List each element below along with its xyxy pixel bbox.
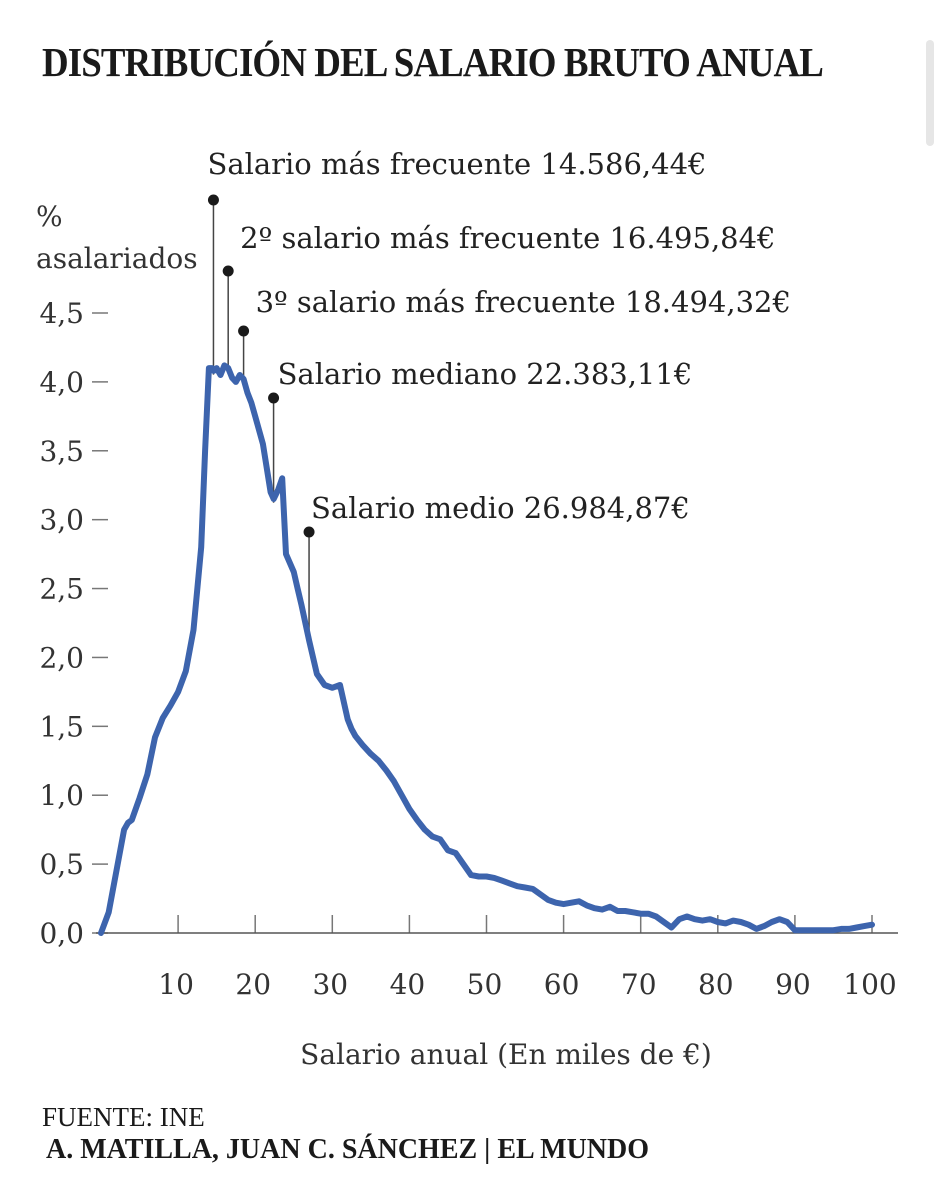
y-tick-label: 0,0 <box>39 917 84 950</box>
y-axis: 0,0 0,5 1,0 1,5 2,0 2,5 3,0 3,5 4,0 4,5 <box>39 297 108 950</box>
x-tick-label: 100 <box>843 968 896 1001</box>
x-axis-label: Salario anual (En miles de €) <box>300 1038 712 1071</box>
annotation-label: 2º salario más frecuente 16.495,84€ <box>240 221 775 255</box>
x-tick-label: 50 <box>467 968 503 1001</box>
source-note: FUENTE: INE <box>42 1102 205 1132</box>
x-tick-label: 30 <box>312 968 348 1001</box>
x-tick-label: 20 <box>235 968 271 1001</box>
y-axis-label-line-2: asalariados <box>36 242 198 275</box>
annotation-marker <box>303 526 315 538</box>
annotation-label: Salario mediano 22.383,11€ <box>278 357 693 391</box>
x-axis: 10 20 30 40 50 60 70 80 90 100 <box>158 915 897 1001</box>
scrollbar[interactable] <box>926 40 934 146</box>
y-tick-label: 4,0 <box>39 366 84 399</box>
x-tick-label: 40 <box>390 968 426 1001</box>
y-tick-label: 2,5 <box>39 573 84 606</box>
annotation-label: Salario más frecuente 14.586,44€ <box>207 147 706 181</box>
annotation-marker <box>207 194 219 206</box>
salary-distribution-chart: % asalariados 0,0 0,5 1,0 1,5 2,0 2,5 3,0 3,5 4,… <box>36 147 898 1071</box>
y-axis-label-line-1: % <box>36 200 63 233</box>
x-tick-label: 10 <box>158 968 194 1001</box>
y-tick-label: 3,5 <box>39 435 84 468</box>
annotation-label: 3º salario más frecuente 18.494,32€ <box>256 285 791 319</box>
y-tick-label: 4,5 <box>39 297 84 330</box>
y-tick-label: 1,5 <box>39 710 84 743</box>
annotation-marker <box>222 265 234 277</box>
series-line <box>98 362 875 936</box>
x-tick-label: 80 <box>698 968 734 1001</box>
y-tick-label: 0,5 <box>39 848 84 881</box>
annotation-label: Salario medio 26.984,87€ <box>311 491 690 525</box>
annotation-marker <box>268 392 280 404</box>
annotations: Salario más frecuente 14.586,44€ 2º salar… <box>207 147 791 645</box>
y-tick-label: 3,0 <box>39 504 84 537</box>
y-tick-label: 2,0 <box>39 641 84 674</box>
annotation-marker <box>238 325 250 337</box>
x-tick-label: 60 <box>544 968 580 1001</box>
y-axis-label: % asalariados <box>36 200 198 275</box>
x-tick-label: 90 <box>775 968 811 1001</box>
x-tick-label: 70 <box>621 968 657 1001</box>
chart-title: DISTRIBUCIÓN DEL SALARIO BRUTO ANUAL <box>42 39 824 85</box>
y-tick-label: 1,0 <box>39 779 84 812</box>
author-credit: A. MATILLA, JUAN C. SÁNCHEZ | EL MUNDO <box>46 1134 650 1165</box>
